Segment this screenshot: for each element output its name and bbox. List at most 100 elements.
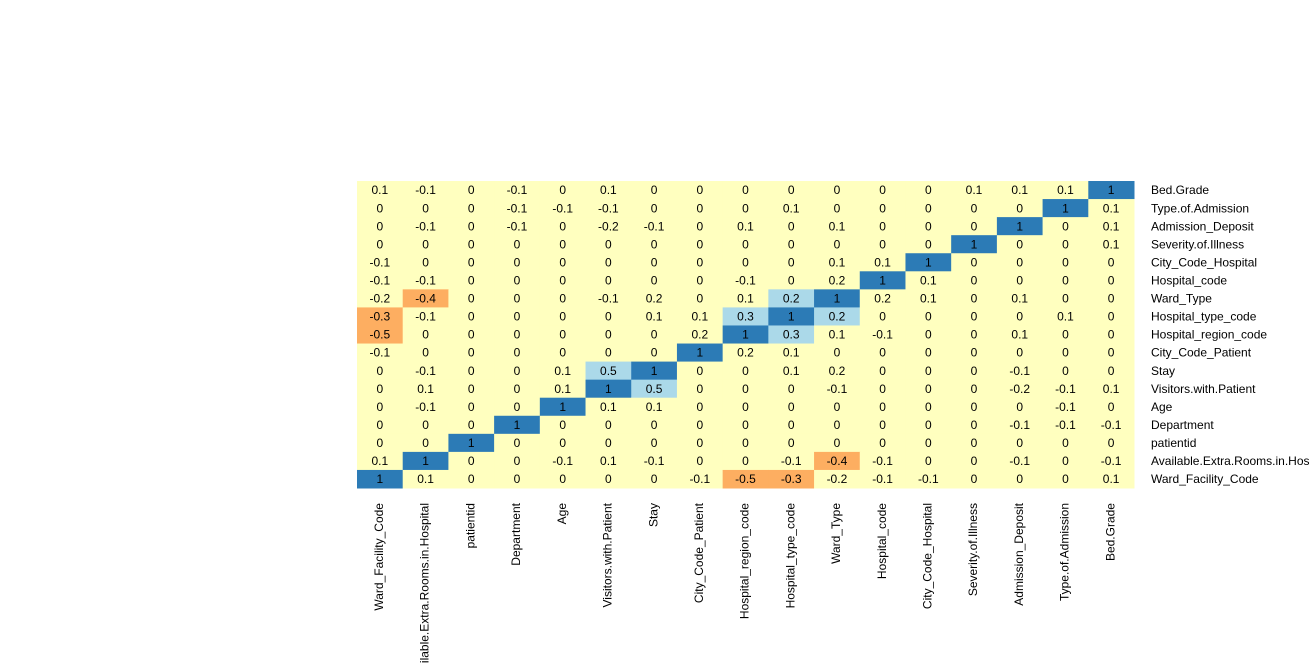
- cell-label: 0.2: [646, 292, 663, 306]
- cell-label: -0.2: [827, 472, 848, 486]
- cell-label: 0: [925, 183, 932, 197]
- cell-label: 0: [422, 201, 429, 215]
- cell-label: 1: [834, 292, 841, 306]
- cell-label: 0: [468, 255, 475, 269]
- cell-label: 0: [468, 454, 475, 468]
- heatmap-cell: [631, 181, 678, 200]
- y-tick-label: Admission_Deposit: [1151, 219, 1254, 233]
- heatmap-cell: [996, 379, 1044, 399]
- cell-label: 0: [834, 346, 841, 360]
- heatmap-cell: [539, 271, 587, 290]
- heatmap-cell: [905, 217, 952, 236]
- cell-label: 0: [468, 201, 475, 215]
- heatmap-cell: [357, 397, 404, 417]
- cell-label: 0: [971, 273, 978, 287]
- heatmap-cell: [951, 361, 998, 381]
- heatmap-cell: [494, 325, 541, 345]
- heatmap-cell: [1042, 199, 1089, 218]
- heatmap-cell: [814, 271, 861, 290]
- cell-label: 0.2: [783, 292, 800, 306]
- heatmap-cell: [631, 451, 678, 471]
- heatmap-cell: [585, 361, 632, 381]
- heatmap-cell: [814, 451, 861, 471]
- heatmap-cell: [357, 415, 404, 435]
- cell-label: -0.5: [370, 328, 391, 342]
- cell-label: 1: [1016, 219, 1023, 233]
- cell-label: -0.1: [689, 472, 710, 486]
- cell-label: 0: [468, 400, 475, 414]
- cell-label: 0: [742, 201, 749, 215]
- heatmap-cell: [951, 307, 998, 326]
- heatmap-cell: [814, 235, 861, 254]
- cell-label: 0: [514, 255, 521, 269]
- heatmap-cell: [539, 361, 587, 381]
- cell-label: -0.2: [598, 219, 619, 233]
- cell-label: 0: [788, 183, 795, 197]
- heatmap-cell: [357, 289, 404, 308]
- cell-label: 0.1: [554, 364, 571, 378]
- heatmap-cell: [448, 253, 495, 272]
- heatmap-cell: [722, 199, 769, 218]
- cell-label: 0: [514, 237, 521, 251]
- cell-label: -0.1: [415, 183, 436, 197]
- heatmap-cell: [402, 181, 449, 200]
- cell-label: -0.1: [415, 219, 436, 233]
- heatmap-cell: [814, 361, 861, 381]
- heatmap-cell: [539, 433, 587, 453]
- heatmap-cell: [402, 289, 449, 308]
- cell-label: 0: [696, 400, 703, 414]
- cell-label: -0.1: [1009, 454, 1030, 468]
- cell-label: 0: [1062, 237, 1069, 251]
- heatmap-cell: [814, 307, 861, 326]
- cell-label: 0: [1108, 255, 1115, 269]
- heatmap-cell: [1088, 361, 1135, 381]
- cell-label: 0: [651, 201, 658, 215]
- cell-label: 0: [742, 418, 749, 432]
- heatmap-cell: [722, 181, 769, 200]
- cell-label: 0.2: [874, 292, 891, 306]
- heatmap-cell: [996, 397, 1044, 417]
- heatmap-cell: [814, 325, 861, 345]
- cell-label: 0: [468, 183, 475, 197]
- heatmap-cell: [768, 217, 815, 236]
- heatmap-cell: [539, 325, 587, 345]
- cell-label: 0: [377, 201, 384, 215]
- cell-label: 0: [925, 219, 932, 233]
- cell-label: 1: [696, 346, 703, 360]
- cell-label: 1: [788, 310, 795, 324]
- heatmap-cell: [768, 415, 815, 435]
- heatmap-cell: [448, 181, 495, 200]
- heatmap-cell: [996, 217, 1044, 236]
- cell-label: 0: [605, 418, 612, 432]
- heatmap-cell: [1088, 289, 1135, 308]
- cell-label: -0.1: [370, 273, 391, 287]
- heatmap-cell: [539, 451, 587, 471]
- cell-label: 1: [514, 418, 521, 432]
- cell-label: 0.1: [783, 201, 800, 215]
- cell-label: 0: [377, 382, 384, 396]
- cell-label: -0.1: [415, 310, 436, 324]
- cell-label: 0: [1062, 219, 1069, 233]
- cell-label: 0: [742, 454, 749, 468]
- heatmap-cell: [357, 451, 404, 471]
- cell-label: 1: [1062, 201, 1069, 215]
- heatmap-cell: [402, 217, 449, 236]
- heatmap-cell: [951, 289, 998, 308]
- cell-label: -0.1: [507, 183, 528, 197]
- heatmap-cell: [357, 325, 404, 345]
- cell-label: 0: [468, 418, 475, 432]
- heatmap-cell: [1088, 379, 1135, 399]
- heatmap-cell: [585, 217, 632, 236]
- heatmap-cell: [722, 325, 769, 345]
- heatmap-cell: [494, 361, 541, 381]
- cell-label: 0.1: [554, 382, 571, 396]
- heatmap-cell: [448, 235, 495, 254]
- x-tick-label: Ward_Type: [829, 503, 843, 564]
- heatmap-cell: [676, 361, 724, 381]
- heatmap-cell: [1088, 451, 1135, 471]
- cell-label: 1: [468, 436, 475, 450]
- heatmap-cell: [539, 397, 587, 417]
- heatmap-cell: [905, 469, 952, 489]
- cell-label: 0.3: [737, 310, 754, 324]
- cell-label: 0: [1108, 292, 1115, 306]
